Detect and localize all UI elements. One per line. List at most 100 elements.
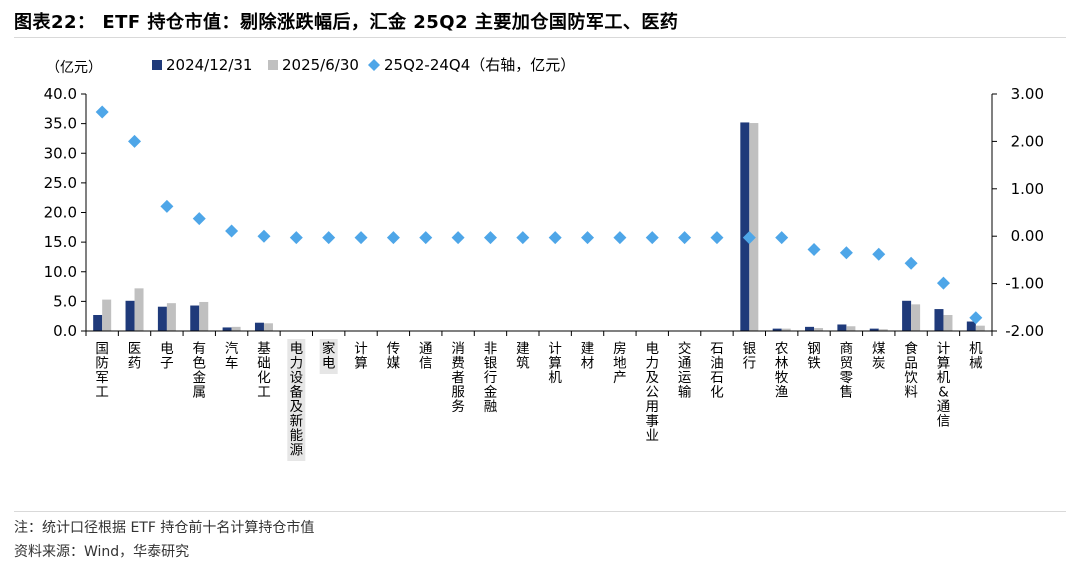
- diamond-point: [483, 231, 497, 245]
- right-tick-label: 0.00: [1011, 227, 1044, 245]
- category-label: 电力及公用事业: [646, 341, 660, 444]
- category-label: 计算: [354, 341, 368, 372]
- category-label: 通信: [419, 341, 433, 372]
- diamond-point: [419, 231, 433, 245]
- diamond-point: [386, 231, 400, 245]
- bar: [966, 321, 976, 331]
- bar: [805, 326, 815, 331]
- category-label: 传媒: [387, 341, 401, 372]
- diamond-point: [613, 231, 627, 245]
- category-label: 银行: [743, 341, 757, 372]
- category-label: 医药: [128, 341, 142, 372]
- category-label: 交通运输: [678, 340, 692, 401]
- left-tick-label: 25.0: [44, 174, 77, 192]
- left-tick-label: 35.0: [44, 115, 77, 133]
- legend-label: 2024/12/31: [166, 56, 252, 74]
- left-tick-label: 15.0: [44, 233, 77, 251]
- diamond-point: [322, 231, 336, 245]
- legend-label: 2025/6/30: [282, 56, 359, 74]
- category-label: 机械: [969, 341, 983, 372]
- category-label: 建材: [581, 341, 595, 372]
- diamond-point: [354, 231, 368, 245]
- axes-layer: [81, 93, 997, 336]
- bar: [93, 315, 103, 331]
- right-tick-label: 3.00: [1011, 85, 1044, 103]
- y-axis-label: （亿元）: [46, 60, 102, 76]
- bar: [902, 300, 912, 331]
- right-tick-label: -2.00: [1005, 322, 1044, 340]
- left-tick-label: 40.0: [44, 85, 77, 103]
- bar: [263, 323, 273, 331]
- footer-divider: [14, 511, 1066, 512]
- diamond-point: [128, 134, 142, 148]
- diamond-point: [710, 231, 724, 245]
- diamond-point: [192, 212, 206, 226]
- bar: [740, 122, 750, 331]
- bar: [166, 303, 176, 331]
- category-label: 农林牧渔: [775, 341, 789, 401]
- category-label: 电子: [160, 341, 174, 372]
- category-label: 食品饮料: [904, 340, 918, 401]
- bar: [157, 306, 167, 331]
- diamond-point: [839, 246, 853, 260]
- category-label: 煤炭: [872, 341, 886, 372]
- category-label: 有色金属: [193, 341, 207, 401]
- bar: [190, 305, 200, 331]
- category-label: 房地产: [613, 341, 627, 386]
- bars-layer: [93, 122, 985, 331]
- bar: [781, 328, 791, 331]
- diamond-point: [257, 229, 271, 243]
- category-label: 商贸零售: [840, 341, 854, 401]
- category-label: 非银行金融: [484, 341, 498, 415]
- labels-layer: （亿元） 40.0 35.0 30.0 25.0 20.0 15.0 10.0 5.0 0.0 3.…: [44, 60, 1044, 459]
- legend: 2024/12/31 2025/6/30 25Q2-24Q4（右轴，亿元）: [152, 56, 575, 74]
- bar: [878, 329, 888, 331]
- diamond-point: [775, 231, 789, 245]
- category-label: 计算机: [548, 341, 562, 386]
- category-label: 电力设备及新能源: [290, 341, 304, 459]
- category-label: 国防军工: [95, 341, 109, 401]
- bar: [222, 327, 232, 331]
- bar: [199, 301, 209, 331]
- diamond-point: [678, 231, 692, 245]
- diamond-point: [548, 231, 562, 245]
- bar: [772, 328, 782, 331]
- diamond-point: [872, 247, 886, 261]
- diamond-point: [904, 256, 918, 270]
- left-tick-label: 10.0: [44, 263, 77, 281]
- diamond-point: [225, 224, 239, 238]
- category-label: 汽车: [225, 341, 239, 372]
- category-label: 计算机&通信: [937, 341, 951, 430]
- diamond-point: [969, 311, 983, 325]
- bar: [125, 300, 135, 331]
- source-note: 资料来源：Wind，华泰研究: [14, 544, 190, 560]
- bar: [943, 315, 953, 331]
- bar: [254, 322, 264, 331]
- right-tick-label: 1.00: [1011, 180, 1044, 198]
- category-highlight: [287, 339, 306, 461]
- bar: [102, 299, 112, 331]
- diamond-point: [516, 231, 530, 245]
- chart-title: 图表22： ETF 持仓市值：剔除涨跌幅后，汇金 25Q2 主要加仓国防军工、医…: [14, 12, 679, 33]
- category-label: 基础化工: [257, 340, 271, 401]
- left-tick-label: 30.0: [44, 144, 77, 162]
- diamond-point: [160, 199, 174, 213]
- etf-holdings-chart: （亿元） 40.0 35.0 30.0 25.0 20.0 15.0 10.0 5.0 0.0 3.…: [44, 56, 1044, 461]
- legend-label: 25Q2-24Q4（右轴，亿元）: [384, 56, 575, 74]
- title-divider: [14, 37, 1066, 38]
- category-label: 钢铁: [807, 341, 821, 372]
- bar: [975, 325, 985, 331]
- legend-swatch: [268, 60, 278, 70]
- diamond-point: [807, 242, 821, 256]
- legend-swatch: [152, 60, 162, 70]
- bar: [846, 326, 856, 331]
- diamond-point: [289, 231, 303, 245]
- diamond-point: [645, 231, 659, 245]
- category-label: 消费者服务: [451, 341, 465, 415]
- highlight-layer: [287, 339, 338, 461]
- footnote: 注：统计口径根据 ETF 持仓前十名计算持仓市值: [14, 520, 315, 536]
- bar: [934, 309, 944, 331]
- category-label: 石油石化: [710, 341, 724, 401]
- bar: [134, 288, 144, 331]
- right-tick-label: 2.00: [1011, 132, 1044, 150]
